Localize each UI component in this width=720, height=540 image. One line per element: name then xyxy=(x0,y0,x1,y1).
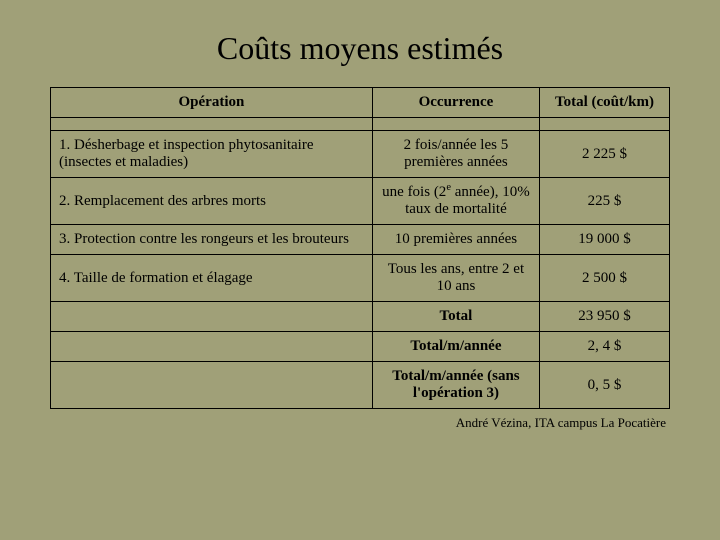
totals-label: Total/m/année (sans l'opération 3) xyxy=(372,362,539,409)
totals-value: 2, 4 $ xyxy=(540,332,670,362)
totals-label: Total/m/année xyxy=(372,332,539,362)
table-row: 1. Désherbage et inspection phytosanitai… xyxy=(51,131,670,178)
costs-table: Opération Occurrence Total (coût/km) 1. … xyxy=(50,87,670,409)
totals-value: 0, 5 $ xyxy=(540,362,670,409)
total-cell: 2 225 $ xyxy=(540,131,670,178)
operation-cell: 4. Taille de formation et élagage xyxy=(51,255,373,302)
spacer-row xyxy=(51,118,670,131)
col-header-total: Total (coût/km) xyxy=(540,88,670,118)
table-row: 3. Protection contre les rongeurs et les… xyxy=(51,225,670,255)
total-cell: 19 000 $ xyxy=(540,225,670,255)
totals-empty-cell xyxy=(51,332,373,362)
operation-cell: 2. Remplacement des arbres morts xyxy=(51,178,373,225)
operation-cell: 1. Désherbage et inspection phytosanitai… xyxy=(51,131,373,178)
table-header-row: Opération Occurrence Total (coût/km) xyxy=(51,88,670,118)
totals-row: Total/m/année 2, 4 $ xyxy=(51,332,670,362)
occurrence-cell: 10 premières années xyxy=(372,225,539,255)
occurrence-cell: 2 fois/année les 5 premières années xyxy=(372,131,539,178)
totals-row: Total/m/année (sans l'opération 3) 0, 5 … xyxy=(51,362,670,409)
totals-row: Total 23 950 $ xyxy=(51,302,670,332)
totals-empty-cell xyxy=(51,302,373,332)
credit-text: André Vézina, ITA campus La Pocatière xyxy=(50,415,670,431)
occurrence-cell: Tous les ans, entre 2 et 10 ans xyxy=(372,255,539,302)
total-cell: 2 500 $ xyxy=(540,255,670,302)
occurrence-cell: une fois (2e année), 10% taux de mortali… xyxy=(372,178,539,225)
table-row: 2. Remplacement des arbres morts une foi… xyxy=(51,178,670,225)
totals-empty-cell xyxy=(51,362,373,409)
page-title: Coûts moyens estimés xyxy=(50,30,670,67)
totals-label: Total xyxy=(372,302,539,332)
col-header-occurrence: Occurrence xyxy=(372,88,539,118)
col-header-operation: Opération xyxy=(51,88,373,118)
total-cell: 225 $ xyxy=(540,178,670,225)
totals-value: 23 950 $ xyxy=(540,302,670,332)
table-row: 4. Taille de formation et élagage Tous l… xyxy=(51,255,670,302)
operation-cell: 3. Protection contre les rongeurs et les… xyxy=(51,225,373,255)
